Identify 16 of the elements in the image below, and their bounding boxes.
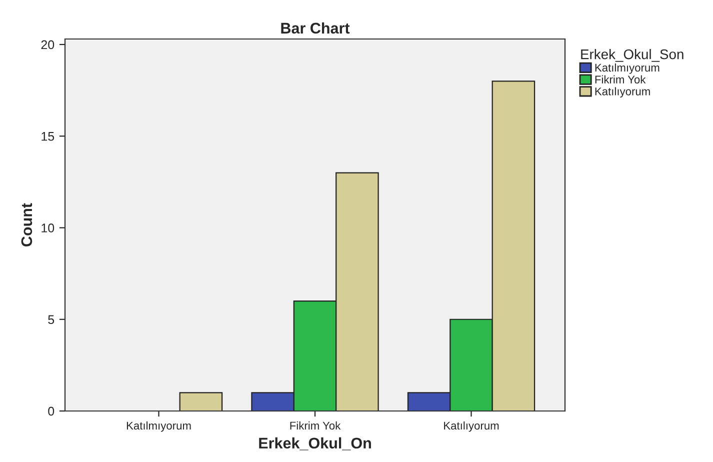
x-tick-label: Fikrim Yok bbox=[290, 421, 341, 430]
y-tick-label: 15 bbox=[42, 132, 54, 141]
chart-title: Bar Chart bbox=[281, 22, 350, 34]
y-axis-title: Count bbox=[21, 203, 32, 246]
legend-label: Fikrim Yok bbox=[595, 75, 646, 84]
legend-label: Katılmıyorum bbox=[595, 63, 660, 74]
bar bbox=[179, 392, 223, 411]
x-tick-label: Katılıyorum bbox=[444, 421, 499, 432]
x-axis-title: Erkek_Okul_On bbox=[259, 437, 371, 450]
y-tick-label: 20 bbox=[41, 40, 54, 50]
legend-title: Erkek_Okul_Son bbox=[581, 49, 684, 62]
y-tick-label: 5 bbox=[48, 315, 54, 324]
y-tick-label: 10 bbox=[42, 224, 54, 232]
y-tick-label: 0 bbox=[48, 406, 54, 416]
x-tick-label: Katılmıyorum bbox=[126, 421, 191, 432]
legend-label: Katılıyorum bbox=[595, 87, 650, 98]
